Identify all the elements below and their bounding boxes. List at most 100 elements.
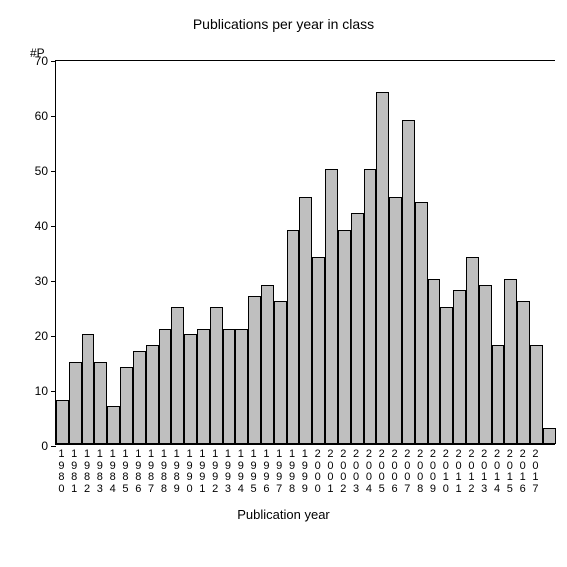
- bar: [312, 257, 325, 444]
- bar: [325, 169, 338, 444]
- bar-slot: [376, 61, 389, 444]
- bar: [56, 400, 69, 444]
- bar-slot: [56, 61, 69, 444]
- bar: [94, 362, 107, 445]
- chart-container: Publications per year in class #P 010203…: [0, 0, 567, 567]
- bar-slot: [504, 61, 517, 444]
- bars-row: [56, 61, 556, 444]
- y-tick-label: 10: [35, 384, 48, 398]
- bar-slot: [440, 61, 453, 444]
- bar: [376, 92, 389, 444]
- bar: [351, 213, 364, 444]
- x-tick-label: 2001: [324, 445, 337, 495]
- y-tick-label: 0: [41, 439, 48, 453]
- bar-slot: [146, 61, 159, 444]
- x-tick-label: 1995: [247, 445, 260, 495]
- bar: [197, 329, 210, 445]
- bar: [261, 285, 274, 445]
- bar: [466, 257, 479, 444]
- x-tick-label: 2009: [427, 445, 440, 495]
- x-tick-label: 1987: [145, 445, 158, 495]
- bar-slot: [517, 61, 530, 444]
- x-tick-label: 2016: [516, 445, 529, 495]
- plot-area: 010203040506070: [55, 60, 555, 445]
- bar: [530, 345, 543, 444]
- bar-slot: [351, 61, 364, 444]
- x-tick-label: 2002: [337, 445, 350, 495]
- x-tick-label: 1996: [260, 445, 273, 495]
- x-tick-label: 1999: [298, 445, 311, 495]
- bar-slot: [415, 61, 428, 444]
- bar-slot: [492, 61, 505, 444]
- bar-slot: [312, 61, 325, 444]
- x-tick-label: 2011: [452, 445, 465, 495]
- bar-slot: [364, 61, 377, 444]
- bar-slot: [299, 61, 312, 444]
- bar-slot: [543, 61, 556, 444]
- x-tick-label: 2004: [363, 445, 376, 495]
- bar-slot: [325, 61, 338, 444]
- chart-title: Publications per year in class: [0, 16, 567, 32]
- x-tick-label: 1997: [273, 445, 286, 495]
- bar-slot: [197, 61, 210, 444]
- bar-slot: [402, 61, 415, 444]
- bar-slot: [466, 61, 479, 444]
- x-tick-label: 2012: [465, 445, 478, 495]
- y-tick-label: 60: [35, 109, 48, 123]
- bar: [389, 197, 402, 445]
- bar: [210, 307, 223, 445]
- x-tick-label: 1983: [93, 445, 106, 495]
- y-tick: [51, 336, 56, 337]
- bar: [235, 329, 248, 445]
- x-tick-label: 2003: [350, 445, 363, 495]
- bar-slot: [69, 61, 82, 444]
- bar: [274, 301, 287, 444]
- bar: [364, 169, 377, 444]
- x-tick-label: 2014: [491, 445, 504, 495]
- y-tick-label: 20: [35, 329, 48, 343]
- x-tick-label: 2007: [401, 445, 414, 495]
- bar-slot: [133, 61, 146, 444]
- x-labels-row: 1980198119821983198419851986198719881989…: [55, 445, 555, 495]
- bar: [159, 329, 172, 445]
- x-tick-label: 1990: [183, 445, 196, 495]
- x-tick-label: 1986: [132, 445, 145, 495]
- bar: [479, 285, 492, 445]
- x-tick-label: 1992: [209, 445, 222, 495]
- y-tick: [51, 171, 56, 172]
- bar: [120, 367, 133, 444]
- bar: [171, 307, 184, 445]
- bar-slot: [107, 61, 120, 444]
- x-tick-label: 2000: [311, 445, 324, 495]
- bar-slot: [223, 61, 236, 444]
- bar-slot: [287, 61, 300, 444]
- bar-slot: [274, 61, 287, 444]
- bar: [184, 334, 197, 444]
- bar-slot: [389, 61, 402, 444]
- bar: [69, 362, 82, 445]
- bar-slot: [82, 61, 95, 444]
- x-tick-label: 1993: [222, 445, 235, 495]
- y-tick: [51, 281, 56, 282]
- x-axis-title: Publication year: [0, 507, 567, 522]
- bar: [299, 197, 312, 445]
- bar: [82, 334, 95, 444]
- bar: [223, 329, 236, 445]
- y-tick-label: 30: [35, 274, 48, 288]
- y-tick: [51, 61, 56, 62]
- bar: [440, 307, 453, 445]
- x-tick-label: 2008: [414, 445, 427, 495]
- x-tick-label: 1998: [286, 445, 299, 495]
- bar: [287, 230, 300, 445]
- bar: [133, 351, 146, 445]
- bar-slot: [171, 61, 184, 444]
- bar: [146, 345, 159, 444]
- x-tick-label: 1988: [158, 445, 171, 495]
- bar: [402, 120, 415, 445]
- bar: [543, 428, 556, 445]
- x-tick-label: 1985: [119, 445, 132, 495]
- bar: [415, 202, 428, 444]
- x-tick-label: 2017: [529, 445, 542, 495]
- bar: [504, 279, 517, 444]
- bar-slot: [530, 61, 543, 444]
